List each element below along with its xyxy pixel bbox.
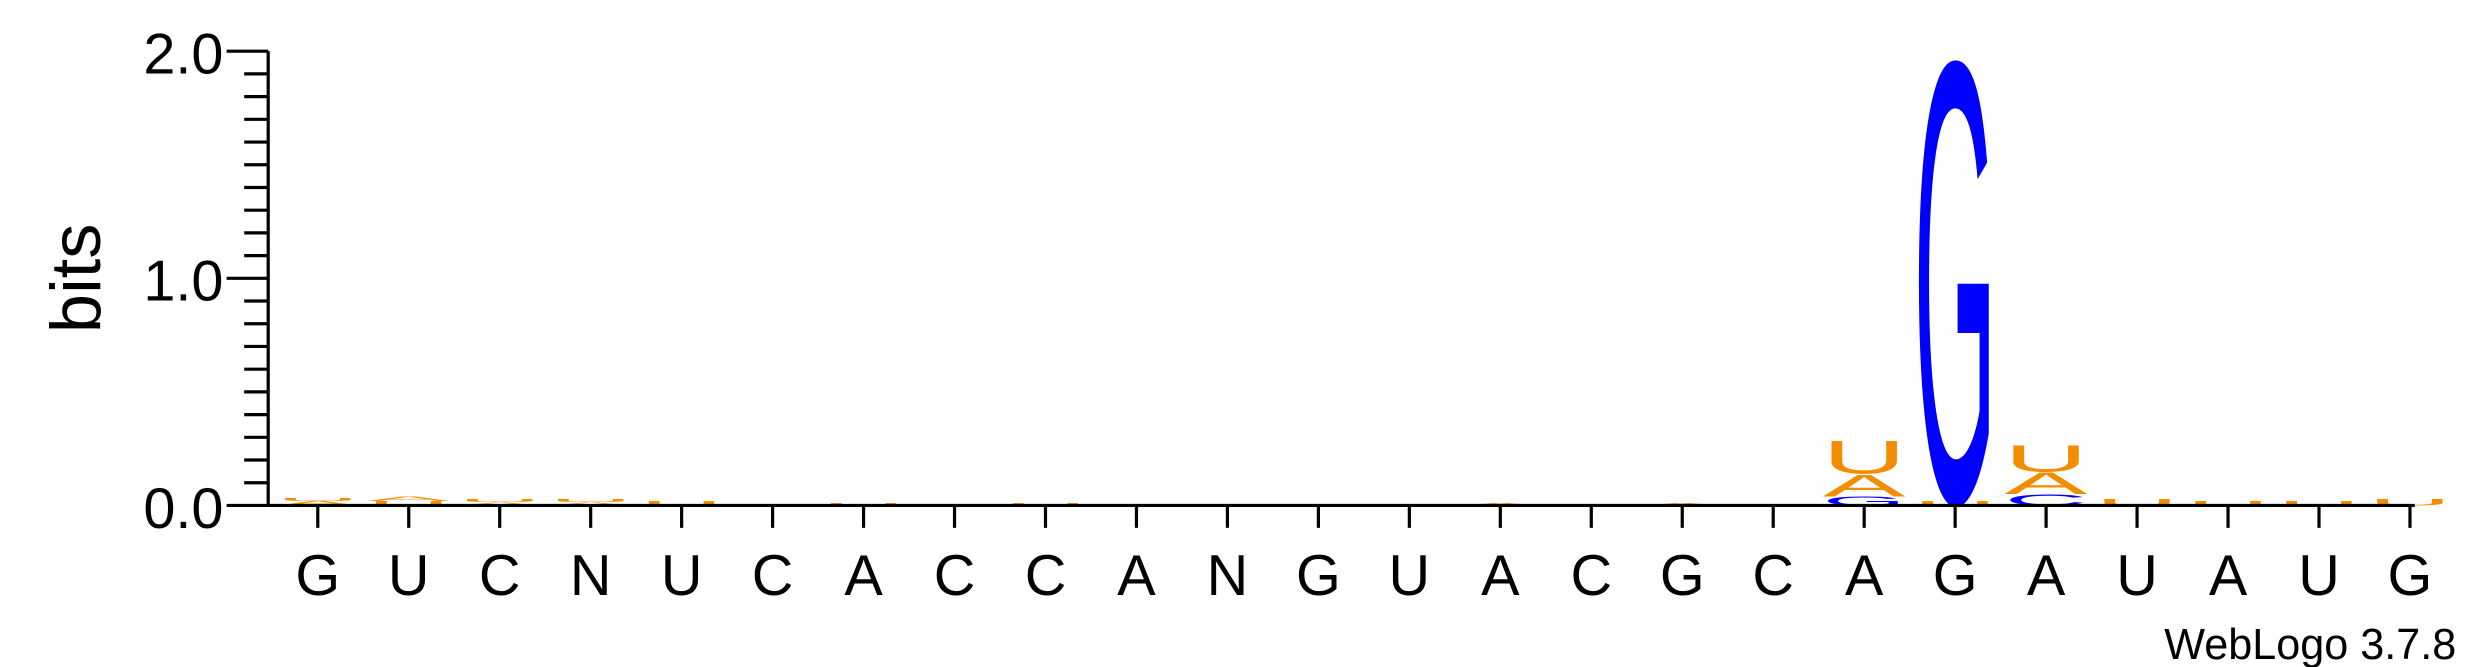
y-tick-label-2: 2.0 [143, 23, 223, 87]
glyph-A: A [276, 500, 359, 507]
glyph-U: U [1914, 500, 1997, 507]
y-tick-label-1: 1.0 [143, 250, 223, 314]
glyph-A: A [549, 501, 632, 506]
x-tick-label: A [2027, 544, 2066, 608]
glyph-U: U [2368, 497, 2451, 508]
x-tick-label: A [1117, 544, 1156, 608]
glyph-U: U [2005, 437, 2088, 479]
x-tick-label: G [1933, 544, 1978, 608]
x-tick-label: C [479, 544, 521, 608]
x-tick-label: G [2388, 544, 2433, 608]
x-tick-label: C [752, 544, 794, 608]
x-tick-label: U [2116, 544, 2158, 608]
weblogo-footer: WebLogo 3.7.8 [2164, 621, 2456, 667]
glyph-A: A [458, 501, 541, 506]
x-tick-label: U [388, 544, 430, 608]
glyph-U: U [2277, 500, 2360, 507]
x-tick-label: N [570, 544, 612, 608]
glyph-G: G [1914, 0, 1997, 635]
y-tick-label-0: 0.0 [143, 477, 223, 541]
x-tick-label: U [1389, 544, 1431, 608]
x-tick-label: C [934, 544, 976, 608]
glyph-A: A [367, 495, 450, 502]
x-tick-label: C [1570, 544, 1612, 608]
x-tick-label: C [1752, 544, 1794, 608]
glyph-A: A [2005, 466, 2089, 501]
y-ticks [226, 49, 269, 508]
x-tick-label: G [295, 544, 340, 608]
glyph-U: U [367, 500, 450, 507]
x-tick-label: A [2209, 544, 2248, 608]
x-tick-label: C [1025, 544, 1067, 608]
x-tick-label: U [661, 544, 703, 608]
x-tick-label: G [1660, 544, 1705, 608]
glyph-U: U [549, 498, 632, 503]
x-tick-label: G [1296, 544, 1341, 608]
glyph-U: U [1823, 431, 1906, 484]
glyph-U: U [2095, 497, 2178, 508]
x-tick-label: A [1481, 544, 1520, 608]
glyph-U: U [458, 498, 541, 503]
glyph-U: U [2186, 500, 2269, 507]
x-tick-label: N [1207, 544, 1249, 608]
x-tick-label: A [844, 544, 883, 608]
glyph-U: U [276, 497, 359, 502]
x-tick-label: A [1845, 544, 1884, 608]
glyph-A: A [1823, 468, 1907, 503]
y-axis-label: bits [36, 224, 115, 333]
glyph-U: U [640, 500, 723, 507]
x-tick-label: U [2298, 544, 2340, 608]
glyph-stacks: AUUAAUAUUUUAAGAUUGCAUUUUU [276, 0, 2451, 635]
